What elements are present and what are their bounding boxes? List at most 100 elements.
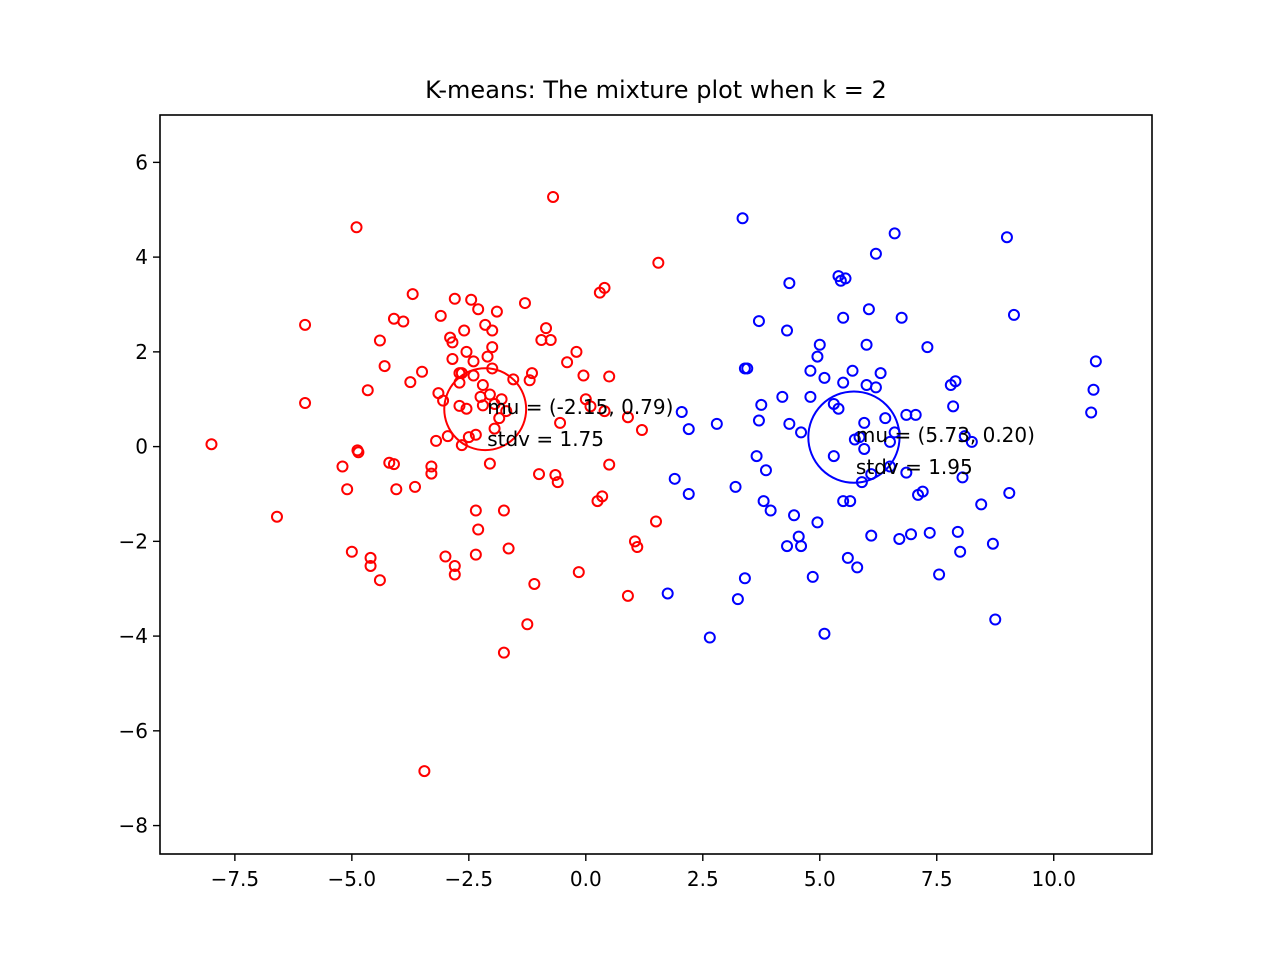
data-point (631, 541, 644, 554)
data-point (621, 589, 634, 602)
data-point (795, 540, 808, 553)
data-point (729, 480, 742, 493)
data-point (851, 561, 864, 574)
data-point (507, 373, 520, 386)
data-point (975, 498, 988, 511)
data-point (497, 504, 510, 517)
x-tick-label: 10.0 (1031, 867, 1076, 891)
x-tick-label: 5.0 (804, 867, 836, 891)
data-point (373, 574, 386, 587)
data-point (409, 480, 422, 493)
data-point (1089, 355, 1102, 368)
data-point (703, 631, 716, 644)
data-point (949, 375, 962, 388)
data-point (844, 495, 857, 508)
data-point (811, 516, 824, 529)
data-point (841, 551, 854, 564)
cluster-2: mu = (5.73, 0.20) stdv = 1.95 (661, 212, 1102, 644)
clusters: mu = (-2.15, 0.79) stdv = 1.75 mu = (5.73,… (205, 190, 1102, 778)
data-point (481, 350, 494, 363)
data-point (502, 542, 515, 555)
x-tick-label: 0.0 (570, 867, 602, 891)
x-tick-label: 2.5 (687, 867, 719, 891)
data-point (453, 399, 466, 412)
data-point (837, 311, 850, 324)
data-point (352, 446, 365, 459)
data-point (750, 450, 763, 463)
data-point (364, 559, 377, 572)
data-point (547, 190, 560, 203)
data-point (804, 364, 817, 377)
data-point (986, 537, 999, 550)
data-point (755, 398, 768, 411)
data-point (1085, 406, 1098, 419)
data-point (598, 281, 611, 294)
data-point (921, 341, 934, 354)
data-point (336, 460, 349, 473)
data-point (759, 464, 772, 477)
data-point (795, 426, 808, 439)
data-point (495, 393, 508, 406)
data-point (879, 412, 892, 425)
data-point (675, 406, 688, 419)
data-point (446, 352, 459, 365)
data-point (500, 405, 513, 418)
data-point (584, 400, 597, 413)
data-point (635, 424, 648, 437)
data-point (448, 568, 461, 581)
data-point (577, 369, 590, 382)
y-axis: 6 4 2 0 −2 −4 −6 −8 (119, 150, 160, 838)
data-point (603, 370, 616, 383)
data-point (270, 510, 283, 523)
data-point (437, 394, 450, 407)
data-point (811, 350, 824, 363)
data-point (572, 566, 585, 579)
data-point (341, 483, 354, 496)
data-point (469, 548, 482, 561)
data-point (551, 476, 564, 489)
data-point (486, 324, 499, 337)
data-point (472, 303, 485, 316)
cluster-1: mu = (-2.15, 0.79) stdv = 1.75 (205, 190, 673, 778)
data-point (570, 345, 583, 358)
data-point (404, 376, 417, 389)
data-point (900, 466, 913, 479)
y-tick-label: 2 (135, 340, 148, 364)
data-point (299, 397, 312, 410)
x-tick-label: −7.5 (211, 867, 260, 891)
data-point (628, 535, 641, 548)
data-point (350, 221, 363, 234)
data-point (476, 379, 489, 392)
data-point (1007, 308, 1020, 321)
data-point (441, 430, 454, 443)
data-point (895, 311, 908, 324)
data-point (783, 417, 796, 430)
plot-frame (159, 114, 1153, 855)
data-point (1003, 487, 1016, 500)
data-point (418, 765, 431, 778)
data-point (490, 305, 503, 318)
data-point (554, 416, 567, 429)
data-point (528, 577, 541, 590)
data-point (661, 587, 674, 600)
data-point (425, 460, 438, 473)
data-point (869, 381, 882, 394)
data-point (430, 434, 443, 447)
x-axis: −7.5 −5.0 −2.5 0.0 2.5 5.0 7.5 10.0 (211, 854, 1076, 891)
data-point (731, 593, 744, 606)
data-point (361, 384, 374, 397)
data-point (397, 315, 410, 328)
x-tick-label: −5.0 (328, 867, 377, 891)
data-point (682, 423, 695, 436)
data-point (883, 435, 896, 448)
data-point (598, 405, 611, 418)
data-point (858, 442, 871, 455)
data-point (668, 472, 681, 485)
data-point (951, 525, 964, 538)
data-point (933, 568, 946, 581)
data-point (448, 292, 461, 305)
data-point (544, 334, 557, 347)
data-point (954, 545, 967, 558)
data-point (526, 367, 538, 380)
data-point (958, 430, 971, 443)
